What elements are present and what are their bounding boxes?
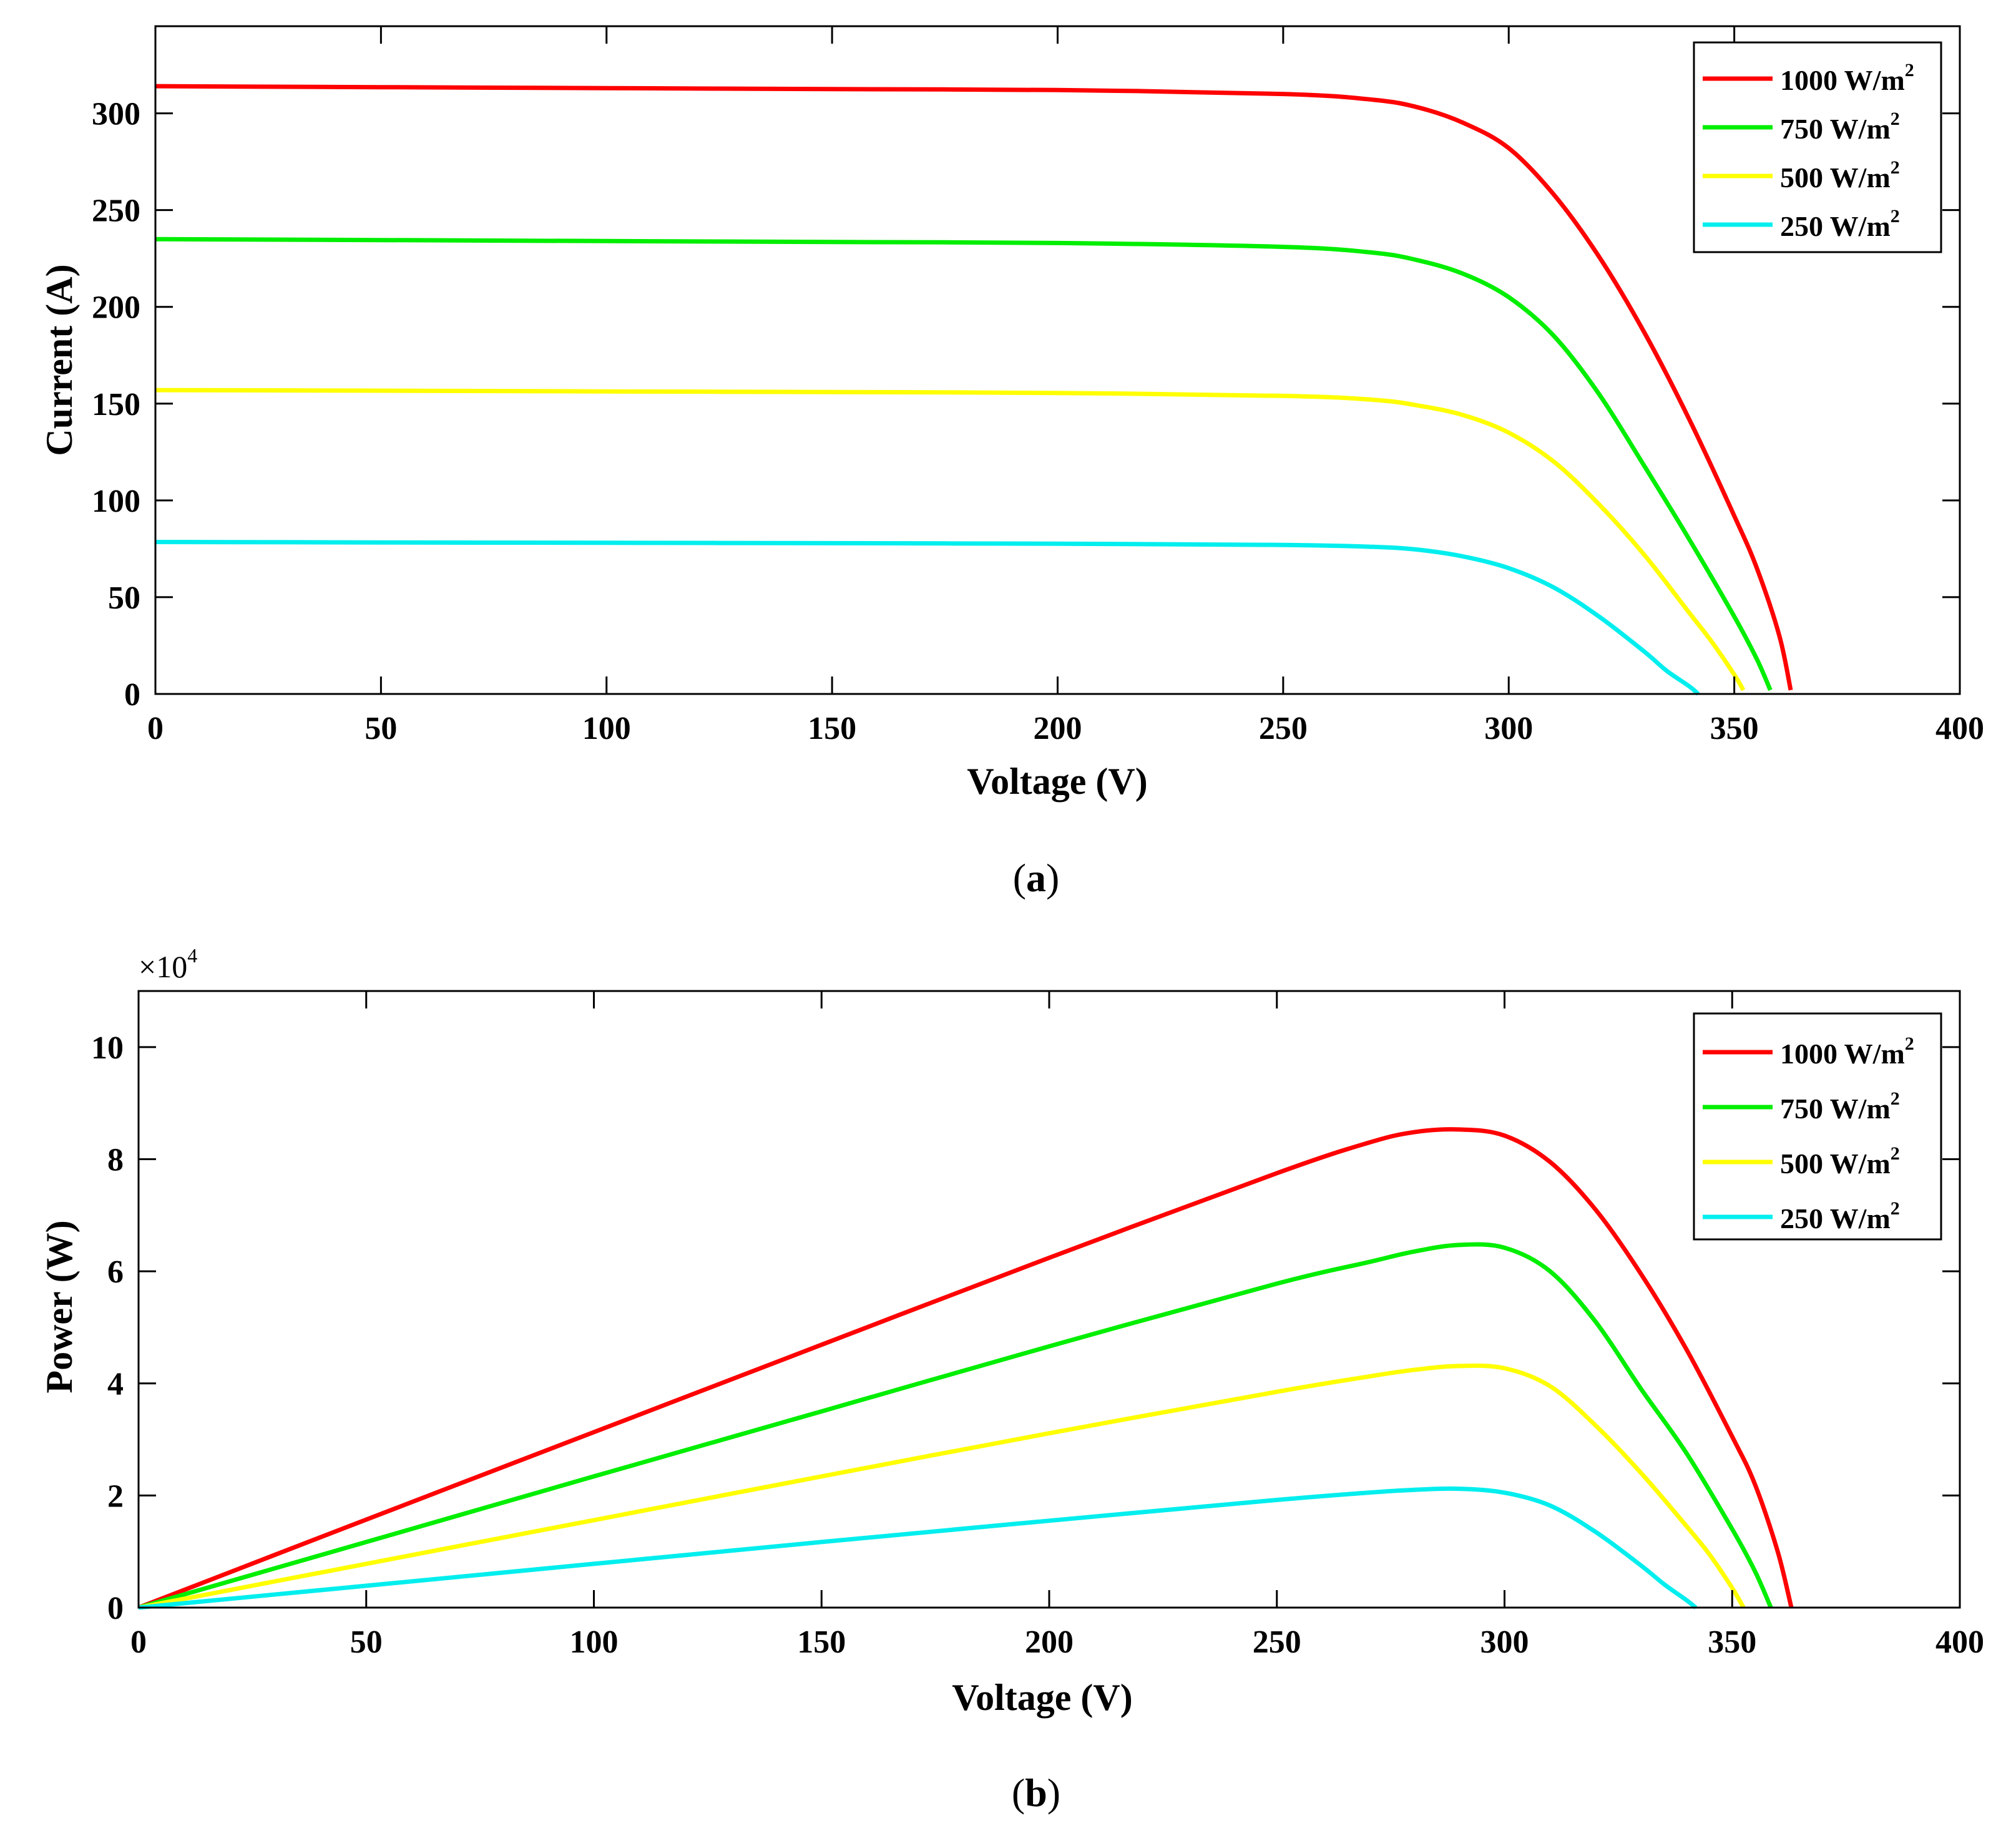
panel-a-axes-box: [154, 25, 1961, 695]
panel-b-axes-box: [137, 990, 1961, 1609]
panel-a-legend-box: [1693, 41, 1942, 253]
panel-b-ticks: 0 50 100 150 200 250 300 350 400 0 2 4 6 8 10: [91, 991, 1984, 1660]
panel-b-series-line-3: [138, 1486, 1698, 1610]
panel-a-ytick-label-1: 50: [108, 580, 140, 616]
panel-a-xlabel: Voltage (V): [967, 761, 1147, 802]
panel-b-legend-name-1: 750 W/m: [1780, 1093, 1891, 1125]
panel-a-legend-name-3: 250 W/m: [1780, 210, 1891, 242]
panel-a-xtick-label-1: 50: [365, 711, 397, 746]
panel-b-caption-open: (: [1012, 1770, 1025, 1815]
panel-b-legend-sup-2: 2: [1891, 1143, 1900, 1164]
panel-b-ylabel: Power (W): [39, 1220, 80, 1393]
panel-a-legend-name-2: 500 W/m: [1780, 162, 1891, 193]
panel-a-caption-letter: a: [1026, 856, 1046, 900]
panel-b-xlabel: Voltage (V): [952, 1677, 1132, 1718]
panel-a-ytick-label-3: 150: [92, 387, 140, 422]
panel-a-legend-sup-0: 2: [1905, 60, 1914, 81]
panel-b-xtick-label-2: 100: [570, 1624, 619, 1660]
panel-a-ytick-label-2: 100: [92, 484, 140, 519]
panel-b-ytick-label-5: 10: [91, 1030, 124, 1066]
panel-b-legend-name-2: 500 W/m: [1780, 1148, 1891, 1179]
panel-b-xtick-label-1: 50: [350, 1624, 383, 1660]
panel-a-series-line-3: [155, 540, 1700, 696]
panel-b-series-line-1: [138, 1242, 1773, 1610]
panel-a-chart: 0 50 100 150 200 250 300 350 400 0 50 100 150 200 250 3…: [39, 25, 1984, 900]
panel-b-legend-label-1: 750 W/m2: [1780, 1088, 1900, 1125]
panel-b-caption-close: ): [1047, 1770, 1060, 1815]
panel-b-series-line-0: [137, 1127, 1794, 1610]
panel-a-xtick-label-6: 300: [1484, 711, 1533, 746]
panel-b-curves: [137, 1127, 1794, 1610]
panel-b-xtick-label-3: 150: [797, 1624, 846, 1660]
panel-b-xtick-label-5: 250: [1253, 1624, 1301, 1660]
panel-a-legend-name-1: 750 W/m: [1780, 113, 1891, 145]
panel-b-legend-sup-1: 2: [1891, 1088, 1900, 1109]
panel-b-legend-name-3: 250 W/m: [1780, 1203, 1891, 1234]
panel-b-ytick-label-0: 0: [107, 1591, 124, 1626]
panel-b-exponent-power: 4: [187, 944, 197, 967]
panel-a-xtick-label-3: 150: [808, 711, 856, 746]
panel-b-exponent: ×104: [139, 944, 197, 984]
panel-b-xtick-label-8: 400: [1935, 1624, 1984, 1660]
panel-b-ytick-label-3: 6: [107, 1254, 124, 1290]
panel-a-series-line-0: [155, 84, 1793, 691]
panel-a-legend-sup-2: 2: [1891, 157, 1900, 178]
panel-a-xtick-label-2: 100: [582, 711, 631, 746]
panel-a-ytick-label-5: 250: [92, 193, 140, 229]
panel-b-ytick-label-2: 4: [107, 1367, 124, 1402]
panel-a-legend-name-0: 1000 W/m: [1780, 64, 1905, 96]
panel-a-series-line-1: [155, 237, 1773, 691]
panel-a-ticks: 0 50 100 150 200 250 300 350 400 0 50 100 150 200 250 3…: [92, 26, 1984, 746]
panel-a-legend-label-0: 1000 W/m2: [1780, 60, 1914, 96]
panel-a-legend-sup-1: 2: [1891, 109, 1900, 129]
panel-a-xtick-label-5: 250: [1259, 711, 1308, 746]
panel-b-xtick-label-6: 300: [1480, 1624, 1529, 1660]
panel-b-legend-sup-0: 2: [1905, 1033, 1914, 1054]
panel-a-curves: [155, 84, 1793, 696]
panel-b-series-line-2: [138, 1363, 1746, 1610]
panel-b-caption-letter: b: [1025, 1770, 1047, 1815]
panel-a-legend-label-1: 750 W/m2: [1780, 109, 1900, 145]
panel-a-caption-close: ): [1046, 856, 1059, 900]
panel-a-legend-label-3: 250 W/m2: [1780, 206, 1900, 242]
panel-b-ytick-label-1: 2: [107, 1478, 124, 1514]
panel-a-ytick-label-4: 200: [92, 290, 140, 326]
panel-a-xtick-label-0: 0: [147, 711, 164, 746]
panel-b-ytick-label-4: 8: [107, 1142, 124, 1178]
panel-a-ytick-label-0: 0: [124, 677, 140, 713]
panel-a-legend-sup-3: 2: [1891, 206, 1900, 227]
panel-b-legend-label-0: 1000 W/m2: [1780, 1033, 1914, 1070]
panel-b-exponent-prefix: ×10: [139, 949, 187, 984]
panel-a-ylabel: Current (A): [39, 264, 80, 456]
panel-b-legend-name-0: 1000 W/m: [1780, 1038, 1905, 1070]
panel-a-caption: (a): [1013, 856, 1060, 900]
panel-b-caption: (b): [1012, 1770, 1060, 1815]
panel-b-xtick-label-0: 0: [130, 1624, 147, 1660]
panel-b-xtick-label-4: 200: [1025, 1624, 1074, 1660]
panel-a-caption-open: (: [1013, 856, 1026, 900]
panel-a-xtick-label-8: 400: [1935, 711, 1984, 746]
panel-b-legend-sup-3: 2: [1891, 1198, 1900, 1219]
panel-b-xtick-label-7: 350: [1708, 1624, 1756, 1660]
panel-b-legend-label-2: 500 W/m2: [1780, 1143, 1900, 1179]
panel-b-legend-label-3: 250 W/m2: [1780, 1198, 1900, 1234]
panel-a-legend-label-2: 500 W/m2: [1780, 157, 1900, 193]
panel-a-xtick-label-7: 350: [1710, 711, 1759, 746]
panel-a-ytick-label-6: 300: [92, 97, 140, 132]
panel-a-series-line-2: [155, 388, 1746, 691]
panel-a-xtick-label-4: 200: [1034, 711, 1082, 746]
